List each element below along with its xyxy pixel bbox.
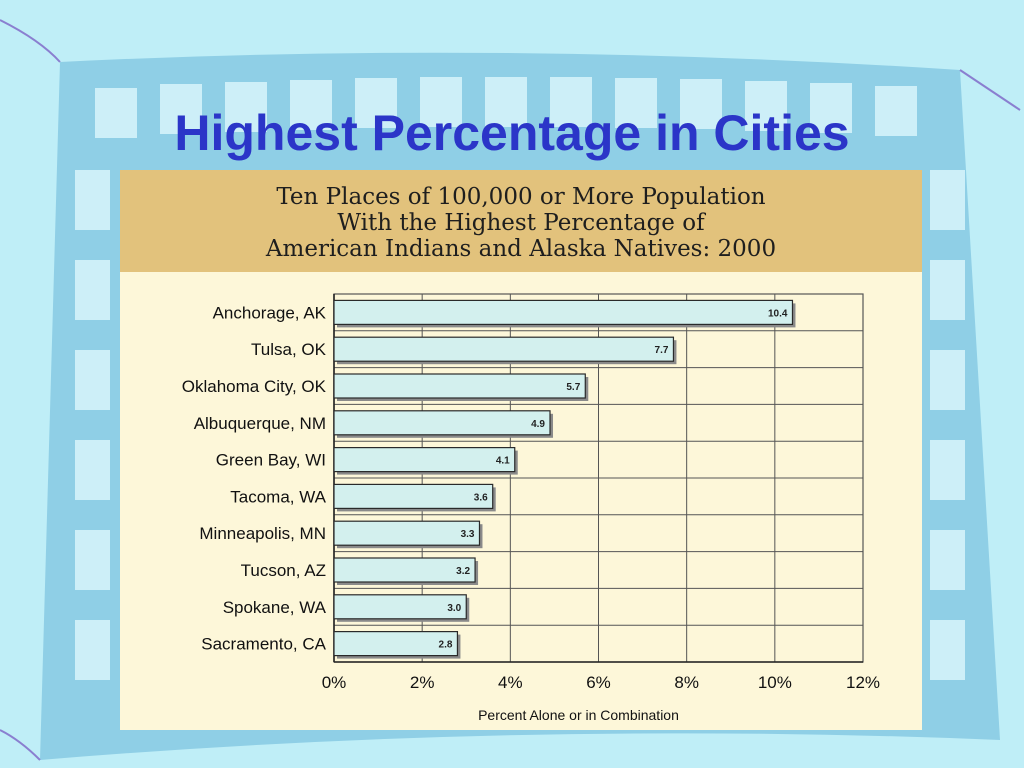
category-label: Oklahoma City, OK xyxy=(182,377,327,396)
x-tick-label: 8% xyxy=(674,673,699,692)
bar-value-label: 2.8 xyxy=(439,640,453,651)
x-tick-label: 10% xyxy=(758,673,792,692)
x-tick-label: 12% xyxy=(846,673,880,692)
category-label: Minneapolis, MN xyxy=(199,524,326,543)
bar xyxy=(333,410,551,436)
bar xyxy=(333,557,476,583)
bar-value-label: 10.4 xyxy=(768,308,788,319)
bar-value-label: 4.1 xyxy=(496,456,510,467)
x-tick-label: 6% xyxy=(586,673,611,692)
bar-chart: 10.4 Anchorage, AK 7.7 Tulsa, OK 5.7 Oklahoma… xyxy=(182,293,880,723)
bar xyxy=(333,373,586,399)
chart-figure: Ten Places of 100,000 or More Population… xyxy=(120,170,922,730)
bar xyxy=(333,483,494,509)
category-label: Tacoma, WA xyxy=(230,487,326,506)
bar-value-label: 3.3 xyxy=(461,529,475,540)
bar xyxy=(333,336,675,362)
category-label: Anchorage, AK xyxy=(213,303,327,322)
bar xyxy=(333,594,467,620)
bar-value-label: 7.7 xyxy=(655,345,669,356)
category-label: Sacramento, CA xyxy=(201,635,326,654)
category-label: Spokane, WA xyxy=(223,598,327,617)
bar-value-label: 3.0 xyxy=(447,603,461,614)
bar xyxy=(333,631,459,657)
x-tick-label: 0% xyxy=(322,673,347,692)
bar xyxy=(333,520,481,546)
category-label: Tucson, AZ xyxy=(241,561,326,580)
chart-title-line-3: American Indians and Alaska Natives: 200… xyxy=(265,236,777,262)
x-tick-label: 2% xyxy=(410,673,435,692)
bar-value-label: 3.6 xyxy=(474,492,488,503)
bar xyxy=(333,447,516,473)
chart-title-banner: Ten Places of 100,000 or More Population… xyxy=(120,170,922,272)
bar xyxy=(333,299,794,325)
bar-value-label: 5.7 xyxy=(566,382,580,393)
slide-title: Highest Percentage in Cities xyxy=(174,105,850,161)
bar-value-label: 3.2 xyxy=(456,566,470,577)
category-label: Tulsa, OK xyxy=(251,340,327,359)
chart-title-line-1: Ten Places of 100,000 or More Population xyxy=(276,184,766,210)
x-tick-label: 4% xyxy=(498,673,523,692)
chart-title-line-2: With the Highest Percentage of xyxy=(337,210,705,236)
category-label: Green Bay, WI xyxy=(216,451,326,470)
x-axis-label: Percent Alone or in Combination xyxy=(478,707,679,723)
bar-value-label: 4.9 xyxy=(531,419,545,430)
category-label: Albuquerque, NM xyxy=(194,414,326,433)
